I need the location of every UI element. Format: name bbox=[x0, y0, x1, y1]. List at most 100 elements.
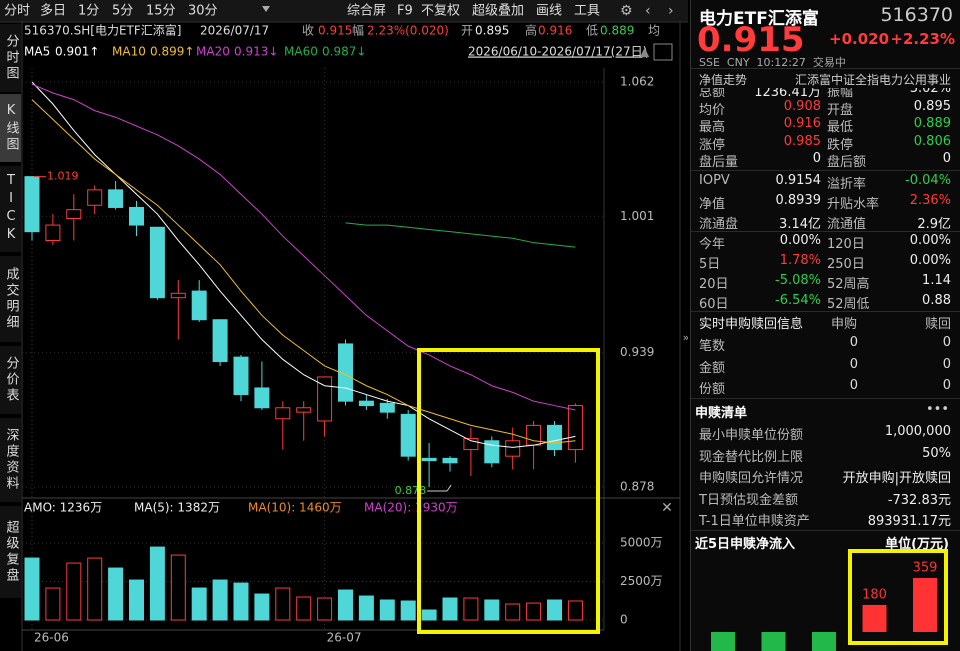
tab[interactable]: 多日 bbox=[40, 3, 66, 19]
volume-bar bbox=[317, 597, 333, 621]
list-header: 申赎清单 ••• bbox=[691, 400, 960, 421]
stat-cell: 1.14 bbox=[922, 273, 951, 288]
annotation-arrow bbox=[427, 484, 452, 492]
flow-bar bbox=[711, 632, 735, 651]
expand-icon[interactable]: » bbox=[683, 331, 688, 344]
legend-name: MA60 bbox=[284, 45, 318, 59]
stat-row: 均价 0.908 开盘 0.895 bbox=[691, 97, 960, 118]
close-icon[interactable]: ✕ bbox=[661, 500, 673, 516]
stat-row: IOPV 0.9154 溢折率 -0.04% bbox=[691, 171, 960, 192]
tool[interactable]: 工具 bbox=[574, 4, 600, 19]
index-name: 汇添富中证全指电力公用事业 bbox=[794, 73, 951, 87]
wp-icon[interactable] bbox=[653, 43, 673, 61]
stat-cell: 52周低 bbox=[827, 297, 870, 312]
side-tab[interactable]: 分价表 bbox=[4, 356, 20, 404]
stat-cell: 流通盘 bbox=[699, 217, 739, 232]
stat-cell: 0.916 bbox=[783, 116, 821, 131]
tab[interactable]: 分时 bbox=[4, 4, 30, 19]
tool[interactable]: 综合屏 bbox=[347, 4, 386, 19]
flow-bar bbox=[862, 604, 887, 632]
legend-name: MA5 bbox=[24, 45, 50, 59]
info-label: 幅 bbox=[352, 23, 364, 38]
tool[interactable]: 画线 bbox=[536, 4, 562, 19]
side-tab[interactable]: 超级复盘 bbox=[4, 520, 20, 584]
stat-row: 最高 0.916 最低 0.889 bbox=[691, 114, 960, 135]
info-value: 2.23%(0.020) bbox=[367, 24, 449, 38]
volume-bar bbox=[191, 587, 207, 621]
candle-body bbox=[66, 209, 82, 219]
stat-cell: 0.00% bbox=[909, 253, 951, 268]
candle-body bbox=[275, 407, 291, 420]
candle-body bbox=[421, 457, 437, 462]
tab[interactable]: 5分 bbox=[112, 4, 133, 19]
volume-bar bbox=[296, 596, 312, 621]
volume-legend: AMO: 1236万 bbox=[24, 501, 102, 515]
sub-label: 笔数 bbox=[699, 339, 726, 354]
stat-cell: 0.00% bbox=[779, 233, 821, 248]
tool[interactable]: 超级叠加 bbox=[472, 4, 524, 19]
toolbar bbox=[0, 0, 688, 22]
candle-body bbox=[170, 292, 186, 299]
stat-cell: 52周高 bbox=[827, 277, 870, 292]
stat-cell: 盘后额 bbox=[827, 155, 867, 170]
tool[interactable]: 不复权 bbox=[421, 3, 460, 19]
volume-bar bbox=[567, 600, 583, 621]
list-row: T日预估现金差额 -732.83元 bbox=[691, 487, 960, 508]
tool[interactable]: F9 bbox=[397, 4, 413, 19]
stat-cell: 2.36% bbox=[909, 193, 951, 208]
side-tab[interactable]: TICK bbox=[4, 173, 19, 245]
volume-bar bbox=[463, 597, 479, 621]
stat-cell: 今年 bbox=[699, 237, 726, 252]
stat-cell: 跌停 bbox=[827, 137, 854, 153]
side-tab[interactable]: K线图 bbox=[4, 103, 20, 153]
stat-cell: 120日 bbox=[827, 237, 865, 252]
legend-name: MA10 bbox=[112, 45, 146, 59]
stat-row: 总额 1236.41万 振幅 3.02% bbox=[691, 88, 960, 100]
tab[interactable]: 15分 bbox=[146, 4, 176, 19]
quote-status: SSE CNY 10:12:27 交易中 bbox=[699, 56, 846, 69]
prev-icon[interactable]: ‹ bbox=[645, 3, 651, 19]
sub-label: 份额 bbox=[699, 382, 726, 397]
stat-cell: 最低 bbox=[827, 120, 854, 135]
sub-value: 0 bbox=[942, 335, 951, 350]
side-tab-bg bbox=[0, 166, 21, 252]
tab[interactable]: 1分 bbox=[78, 4, 99, 19]
stat-row: 今年 0.00% 120日 0.00% bbox=[691, 231, 960, 252]
stat-row: 净值 0.8939 升贴水率 2.36% bbox=[691, 191, 960, 212]
ma-line bbox=[31, 99, 576, 444]
side-tab[interactable]: 成交明细 bbox=[4, 267, 20, 331]
candle-body bbox=[338, 343, 353, 402]
side-tab[interactable]: 分时图 bbox=[4, 34, 20, 82]
x-tick-label: 26-07 bbox=[327, 631, 362, 645]
candle-body bbox=[24, 176, 40, 233]
stat-cell: 0.806 bbox=[913, 133, 951, 149]
dropdown-icon[interactable] bbox=[262, 6, 270, 12]
volume-bar bbox=[379, 599, 395, 621]
sub-row: 笔数 0 0 bbox=[691, 333, 960, 354]
stat-cell: 净值 bbox=[699, 197, 726, 212]
volume-bar bbox=[233, 582, 249, 621]
sub-label: 金额 bbox=[699, 360, 726, 376]
candle-body bbox=[547, 424, 562, 451]
settings-icon[interactable]: ⚙ bbox=[620, 3, 633, 19]
legend-value: 0.913↓ bbox=[234, 45, 278, 59]
collapse-icon[interactable]: ▲ bbox=[640, 45, 650, 59]
candle-body bbox=[149, 226, 165, 299]
list-label: T-1日单位申赎资产 bbox=[699, 514, 810, 529]
next-icon[interactable]: › bbox=[668, 3, 674, 19]
stat-cell: -0.04% bbox=[905, 173, 951, 188]
side-tab[interactable]: 深度资料 bbox=[4, 428, 20, 492]
candle-body bbox=[400, 413, 416, 457]
flow-unit: 单位(万元) bbox=[885, 537, 949, 552]
volume-bar bbox=[421, 609, 437, 621]
stat-row: 流通盘 3.14亿 流通值 2.9亿 bbox=[691, 211, 960, 232]
list-label: T日预估现金差额 bbox=[699, 492, 798, 508]
tab[interactable]: 30分 bbox=[188, 4, 218, 19]
legend-value: 0.901↑ bbox=[55, 45, 99, 59]
legend-value: 0.899↑ bbox=[150, 45, 194, 59]
list-value: 1,000,000 bbox=[884, 424, 951, 439]
stats-clip: 总额 1236.41万 振幅 3.02% 均价 0.908 开盘 0.895 最高 0.916 最低… bbox=[691, 88, 960, 170]
volume-bar bbox=[212, 579, 228, 621]
list-row: 现金替代比例上限 50% bbox=[691, 444, 960, 465]
volume-bar bbox=[358, 595, 374, 621]
